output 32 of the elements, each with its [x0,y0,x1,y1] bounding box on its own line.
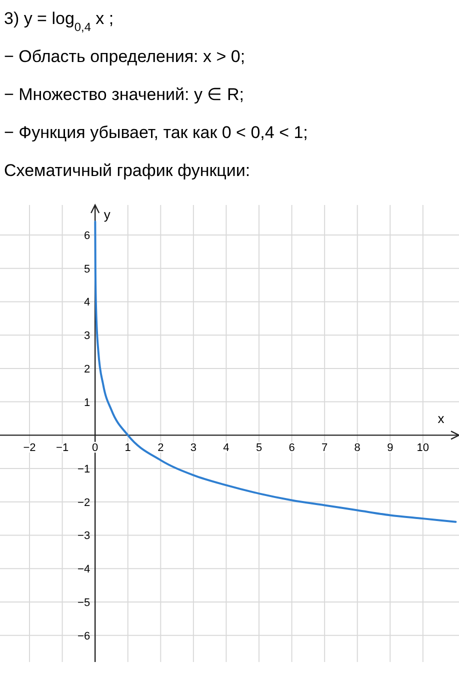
x-tick-label: 5 [256,442,262,454]
line-series [94,220,457,523]
y-tick-label: 6 [84,230,90,242]
y-tick-label: 4 [84,296,90,309]
x-tick-label: 7 [322,442,328,454]
y-tick-label: −2 [78,496,90,509]
text: − Функция убывает, так как 0 < 0,4 < 1; [4,123,308,142]
y-tick-label: −5 [78,596,90,609]
y-tick-label: 2 [84,363,90,376]
y-tick-label: 1 [84,396,90,409]
y-tick-label: 5 [84,263,90,276]
chart-title: 3) y = log$_{0,4}$ x ; [4,9,114,34]
y-tick-label: −6 [78,630,90,642]
y-tick-label: −1 [78,464,90,476]
x-tick-label: 4 [223,442,230,454]
x-tick-label: 8 [354,442,360,454]
x-tick-label: 10 [416,442,430,454]
y-tick-label: −3 [78,530,90,542]
x-tick-label: 6 [288,442,295,454]
x-tick-label: 1 [124,442,131,454]
text: Схематичный график функции: [4,161,250,180]
x-tick-label: 3 [190,442,196,454]
x-tick-label: −1 [56,442,69,454]
y-tick-label: 3 [84,330,90,342]
y-axis-title: y [104,207,111,222]
x-axis-title: x [438,411,445,426]
y-tick-label: −4 [78,564,90,576]
x-tick-label: −2 [23,442,36,454]
text: − Область определения: x > 0; [4,47,246,66]
x-tick-label: 2 [158,442,164,454]
text: − Множество значений: y ∈ R; [4,85,244,104]
x-tick-label: 9 [387,442,394,454]
